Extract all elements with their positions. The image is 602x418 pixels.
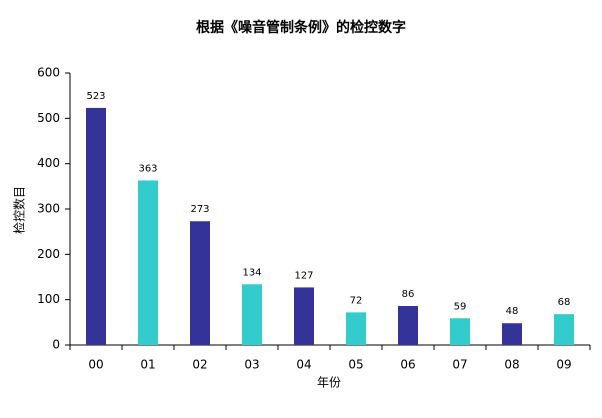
x-tick-label: 00 <box>88 358 103 372</box>
x-tick-label: 03 <box>244 358 259 372</box>
data-label: 59 <box>454 301 467 312</box>
y-tick-label: 0 <box>52 338 60 352</box>
y-tick-label: 100 <box>37 292 60 306</box>
x-tick-label: 08 <box>504 358 519 372</box>
bar <box>450 318 470 345</box>
bar <box>86 107 106 345</box>
bar <box>242 284 262 345</box>
y-tick-label: 600 <box>37 66 60 80</box>
bar <box>190 221 210 345</box>
x-tick-label: 02 <box>192 358 207 372</box>
bar <box>502 323 522 345</box>
x-axis-label: 年份 <box>317 376 341 390</box>
data-label: 68 <box>558 297 571 308</box>
data-label: 86 <box>402 289 415 300</box>
y-tick-label: 200 <box>37 247 60 261</box>
data-label: 523 <box>86 91 105 102</box>
data-label: 127 <box>294 270 313 281</box>
y-tick-label: 300 <box>37 202 60 216</box>
data-label: 134 <box>242 267 261 278</box>
data-label: 72 <box>350 295 363 306</box>
data-label: 273 <box>190 204 209 215</box>
x-tick-label: 09 <box>556 358 571 372</box>
bar <box>346 312 366 345</box>
y-tick-label: 500 <box>37 111 60 125</box>
bar <box>294 287 314 345</box>
x-tick-label: 06 <box>400 358 415 372</box>
chart-title: 根据《噪音管制条例》的检控数字 <box>196 19 406 36</box>
x-tick-label: 04 <box>296 358 311 372</box>
x-tick-label: 05 <box>348 358 363 372</box>
bar <box>398 306 418 345</box>
data-label: 48 <box>506 306 519 317</box>
x-tick-label: 07 <box>452 358 467 372</box>
x-tick-label: 01 <box>140 358 155 372</box>
data-label: 363 <box>138 163 157 174</box>
bar <box>554 314 574 345</box>
y-tick-label: 400 <box>37 156 60 170</box>
y-axis-label: 检控数目 <box>12 186 27 234</box>
bar <box>138 180 158 345</box>
